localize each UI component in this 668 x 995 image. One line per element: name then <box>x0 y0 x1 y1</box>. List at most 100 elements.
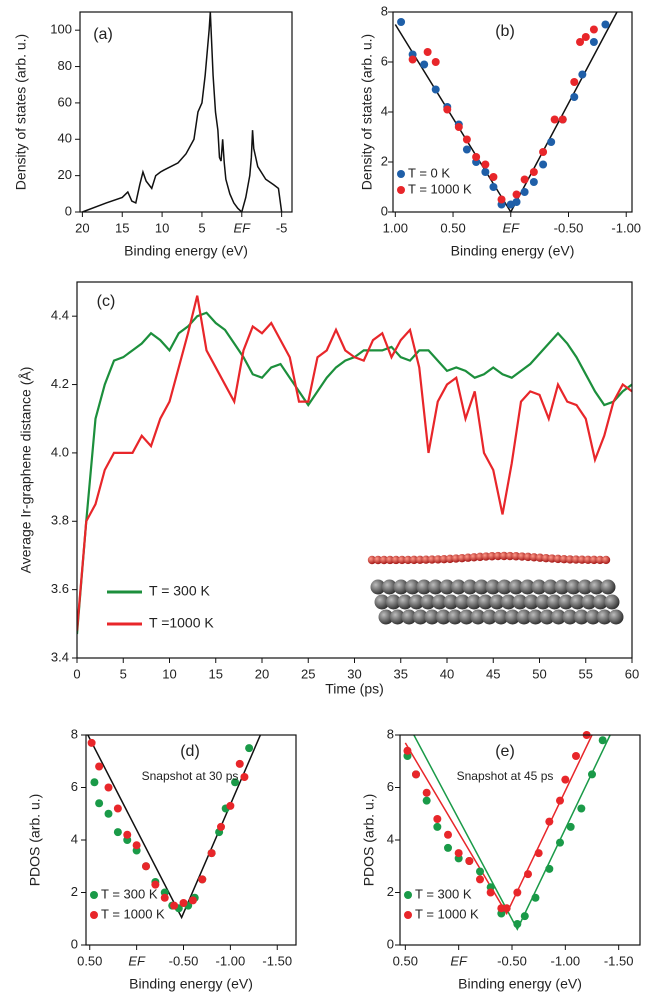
data-point <box>578 70 587 79</box>
x-tick-label: EF <box>128 953 146 968</box>
y-tick-label: 3.6 <box>51 581 69 596</box>
data-point <box>556 796 564 805</box>
iridium-atom <box>520 579 535 595</box>
data-point <box>123 830 132 839</box>
iridium-atom <box>462 579 478 595</box>
carbon-atom <box>589 555 599 565</box>
iridium-atom <box>474 579 489 595</box>
data-point <box>132 841 141 850</box>
iridium-atom <box>497 579 512 595</box>
data-point <box>95 762 104 771</box>
iridium-atom <box>597 609 612 625</box>
data-point <box>90 778 99 787</box>
x-tick-label: -1.00 <box>216 953 246 968</box>
y-axis-label: PDOS (arb. u.) <box>27 794 43 887</box>
carbon-atom <box>547 554 557 563</box>
data-point <box>113 828 122 837</box>
data-point <box>245 744 254 753</box>
x-axis-label: Binding energy (eV) <box>451 243 575 259</box>
data-point <box>444 843 452 852</box>
carbon-atom <box>445 554 455 564</box>
carbon-atom <box>517 552 527 561</box>
carbon-atom <box>535 553 545 562</box>
data-point <box>545 864 554 873</box>
x-tick-label: -0.50 <box>169 953 199 968</box>
y-tick-label: 0 <box>387 936 394 951</box>
data-point <box>454 123 463 131</box>
data-point <box>431 85 440 94</box>
iridium-atom <box>378 609 394 625</box>
plot-frame <box>392 11 633 213</box>
data-point <box>433 815 442 823</box>
carbon-atom <box>601 555 611 565</box>
carbon-atom <box>469 553 479 562</box>
data-point <box>589 25 598 34</box>
data-point <box>431 58 440 66</box>
x-axis-label: Binding energy (eV) <box>124 243 248 259</box>
iridium-atom <box>393 579 409 595</box>
series-line <box>82 12 283 212</box>
y-tick-label: 2 <box>381 153 388 168</box>
carbon-atom <box>487 552 497 561</box>
legend-swatch <box>404 911 412 919</box>
iridium-atom <box>451 579 466 595</box>
data-point <box>188 896 197 905</box>
data-point <box>462 135 471 144</box>
y-tick-label: 3.8 <box>51 513 69 528</box>
iridium-atom <box>432 594 447 610</box>
carbon-atom <box>451 554 461 563</box>
data-point <box>170 901 179 910</box>
legend-swatch <box>90 891 98 899</box>
iridium-atom <box>581 594 597 610</box>
data-point <box>151 880 160 889</box>
iridium-atom <box>589 579 604 595</box>
iridium-atom <box>390 609 405 625</box>
data-point <box>529 168 538 176</box>
y-tick-label: 8 <box>387 726 394 741</box>
legend-swatch <box>404 891 412 899</box>
data-point <box>534 849 543 858</box>
data-point <box>539 160 548 169</box>
data-point <box>113 804 122 813</box>
carbon-atom <box>577 555 587 564</box>
y-tick-label: 8 <box>381 3 388 18</box>
data-point <box>520 912 529 921</box>
series-line <box>404 735 593 916</box>
iridium-atom <box>516 609 532 625</box>
iridium-atom <box>482 609 497 625</box>
carbon-atom <box>499 551 509 561</box>
x-tick-label: 45 <box>486 666 500 681</box>
iridium-atom <box>428 579 443 595</box>
data-point <box>95 799 104 808</box>
iridium-atom <box>459 609 474 625</box>
data-point <box>104 809 113 818</box>
data-point <box>179 899 188 907</box>
data-point <box>512 190 521 199</box>
data-point <box>512 198 521 206</box>
x-tick-label: 0.50 <box>440 220 465 235</box>
iridium-atom <box>535 594 551 610</box>
data-point <box>558 115 567 124</box>
x-tick-label: 30 <box>347 666 361 681</box>
iridium-atom <box>413 609 428 625</box>
x-tick-label: 10 <box>162 666 176 681</box>
y-tick-label: 4.2 <box>51 376 69 391</box>
iridium-atom <box>501 594 516 610</box>
iridium-atom <box>543 579 558 595</box>
iridium-atom <box>531 579 547 595</box>
data-point <box>198 875 207 884</box>
legend-swatch <box>90 911 98 919</box>
x-tick-label: 0.50 <box>77 953 102 968</box>
iridium-atom <box>554 579 570 595</box>
data-point <box>226 801 235 810</box>
iridium-atom <box>370 579 386 595</box>
data-point <box>408 55 417 64</box>
iridium-atom <box>585 609 601 625</box>
data-point <box>581 33 590 41</box>
panel-label: (c) <box>97 293 116 310</box>
iridium-atom <box>604 594 620 610</box>
iridium-atom <box>558 594 574 610</box>
legend-label: T = 1000 K <box>415 906 479 921</box>
data-point <box>529 178 538 186</box>
plot-frame <box>399 734 641 946</box>
